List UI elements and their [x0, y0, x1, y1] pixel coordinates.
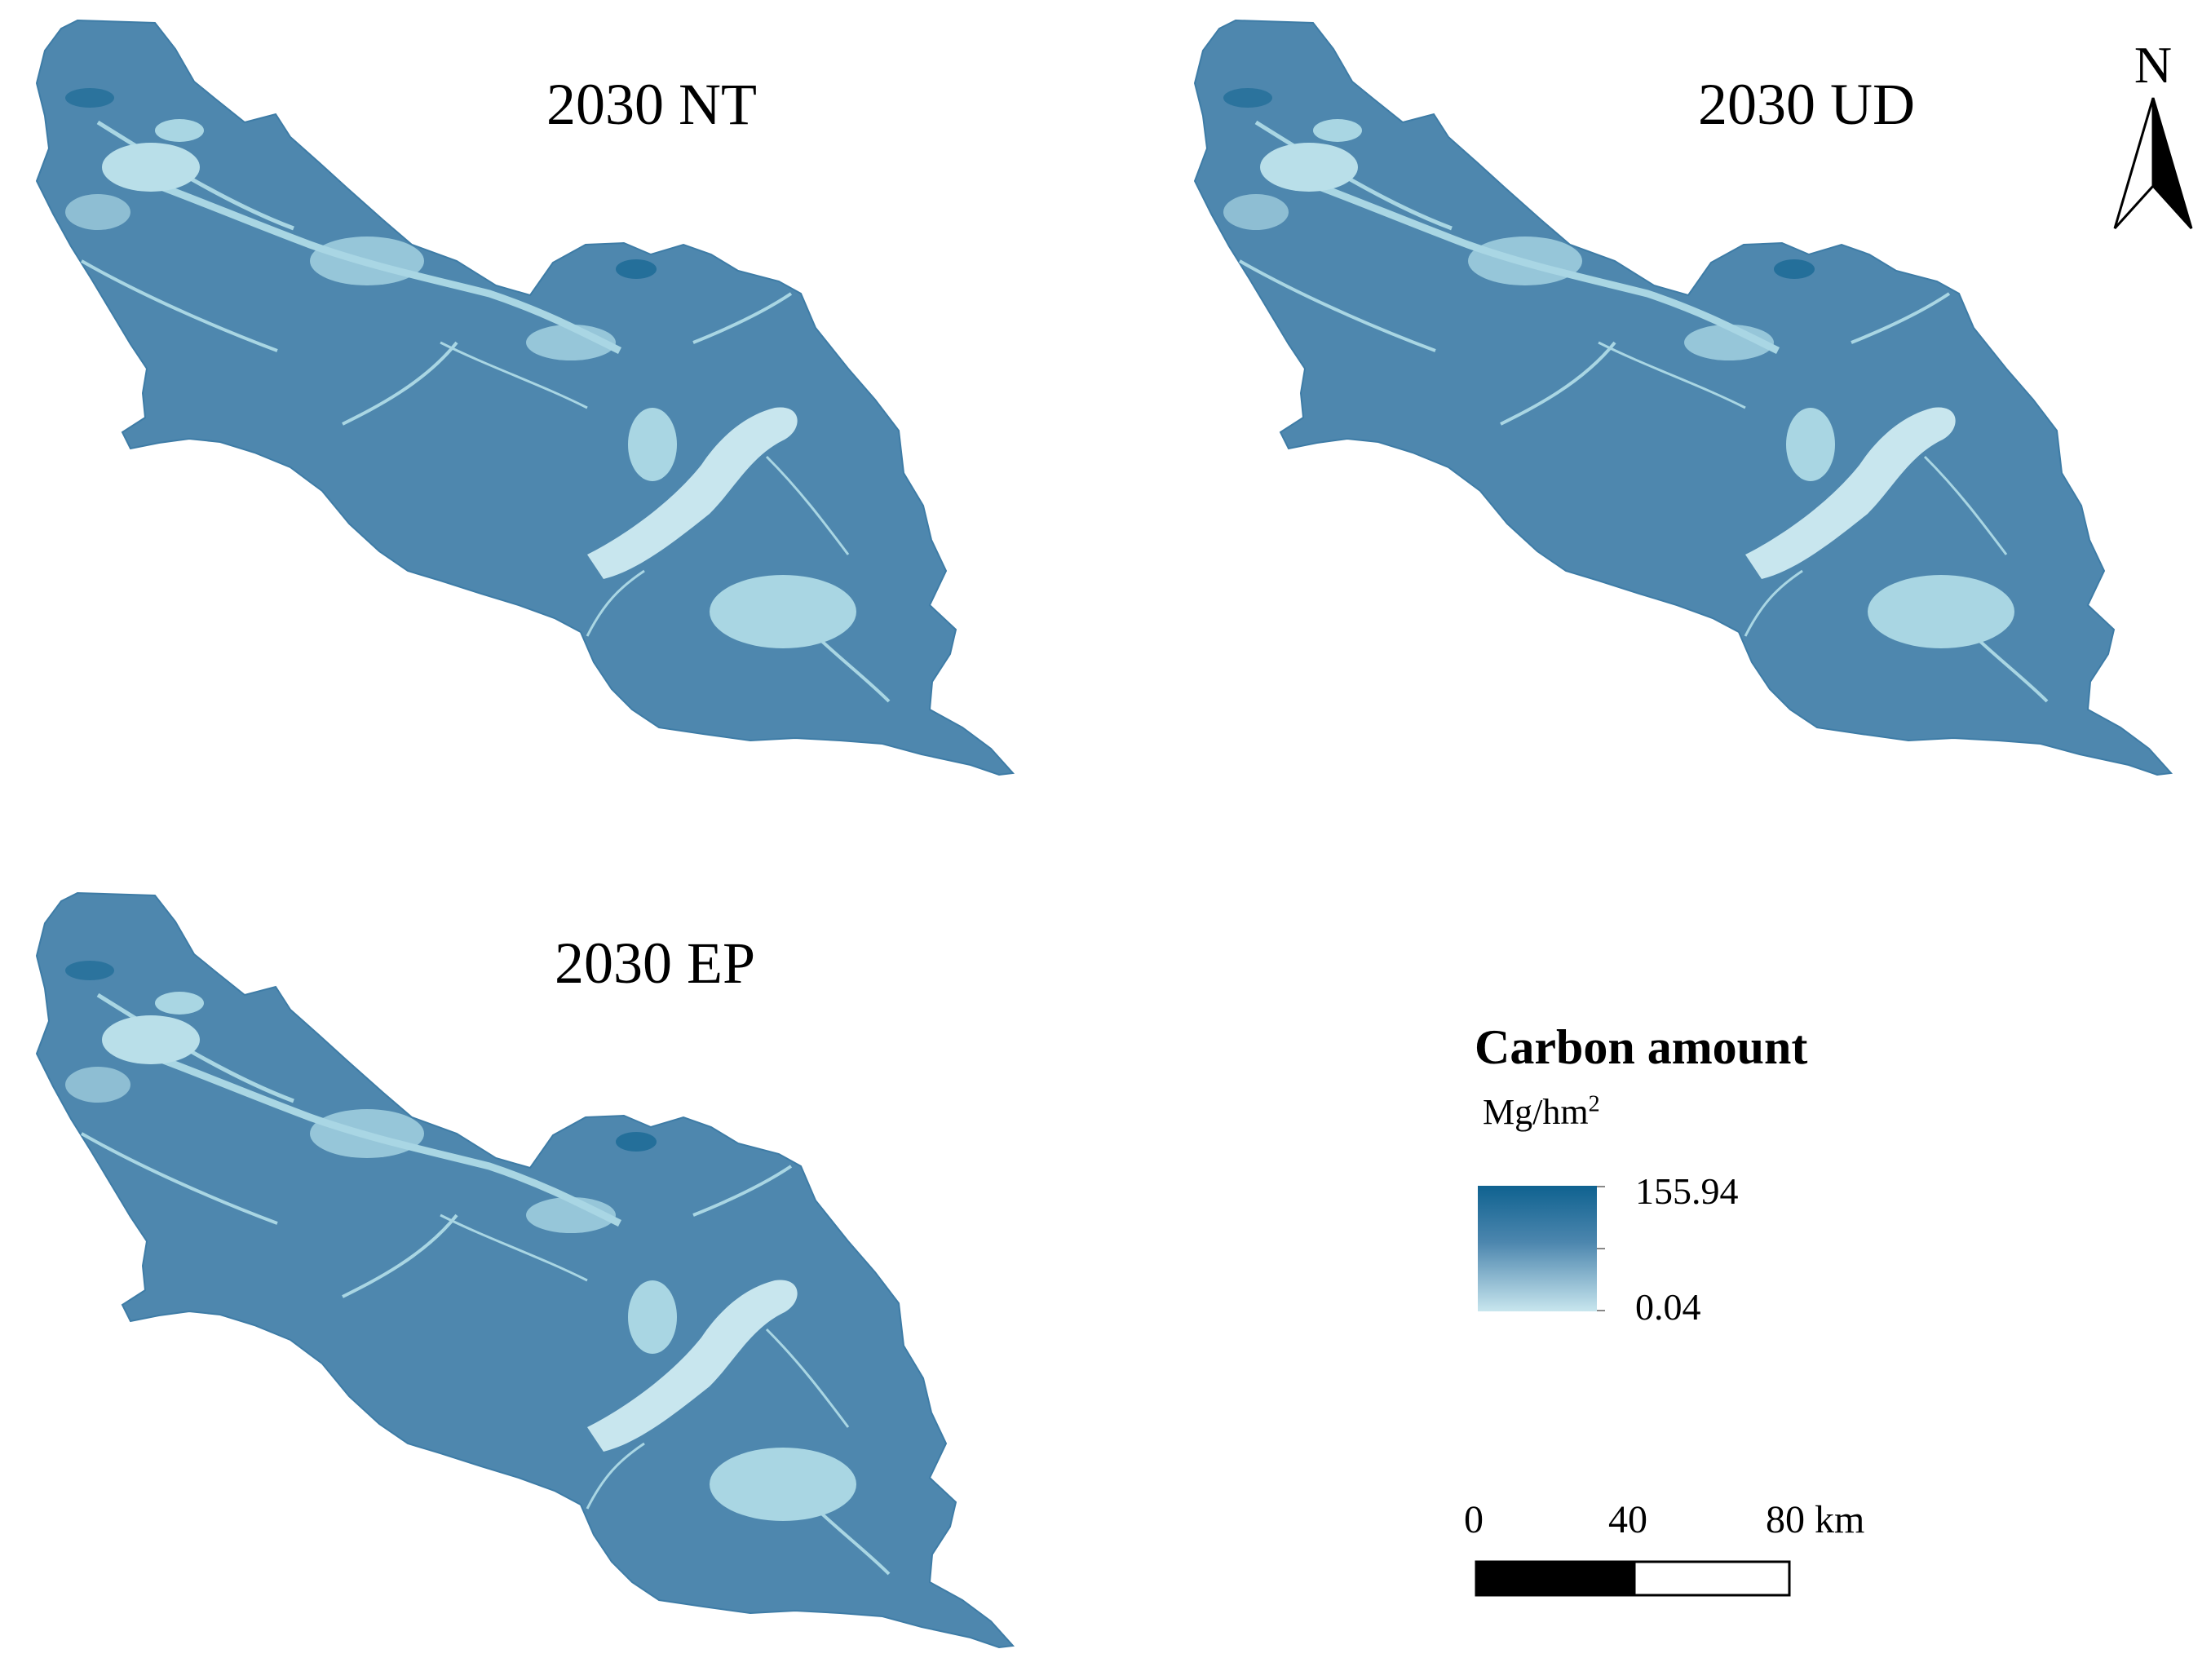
map-nt [36, 20, 1014, 776]
map-title-ud: 2030 UD [1698, 72, 1915, 137]
legend-unit-base: Mg/hm [1483, 1092, 1589, 1132]
scale-bar-empty-segment [1633, 1560, 1791, 1597]
map-title-ep: 2030 EP [555, 931, 756, 996]
legend-unit-exponent: 2 [1588, 1091, 1600, 1117]
legend-max-label: 155.94 [1635, 1170, 1739, 1212]
legend-unit: Mg/hm2 [1483, 1091, 1600, 1133]
map-title-nt: 2030 NT [546, 72, 757, 137]
north-arrow-icon [2113, 97, 2193, 230]
map-ep [36, 892, 1014, 1648]
map-panel-ud: 2030 UD [1158, 0, 2202, 807]
scale-label-40: 40 [1608, 1498, 1647, 1541]
map-panel-ep: 2030 EP [0, 873, 1044, 1680]
scale-label-0: 0 [1464, 1498, 1484, 1541]
legend-min-label: 0.04 [1635, 1286, 1701, 1328]
map-panel-nt: 2030 NT [0, 0, 1044, 807]
legend-title: Carbon amount [1475, 1020, 1808, 1074]
scale-bar [1475, 1560, 1791, 1597]
color-ramp [1478, 1186, 1597, 1311]
ramp-tick-top [1597, 1186, 1605, 1187]
scale-bar-filled-segment [1475, 1560, 1636, 1597]
ramp-tick-bottom [1597, 1310, 1605, 1311]
scale-label-80: 80 km [1766, 1498, 1865, 1541]
ramp-tick-mid [1597, 1248, 1605, 1249]
north-arrow: N [2108, 39, 2198, 235]
map-ud [1194, 20, 2172, 776]
north-label: N [2134, 36, 2173, 94]
